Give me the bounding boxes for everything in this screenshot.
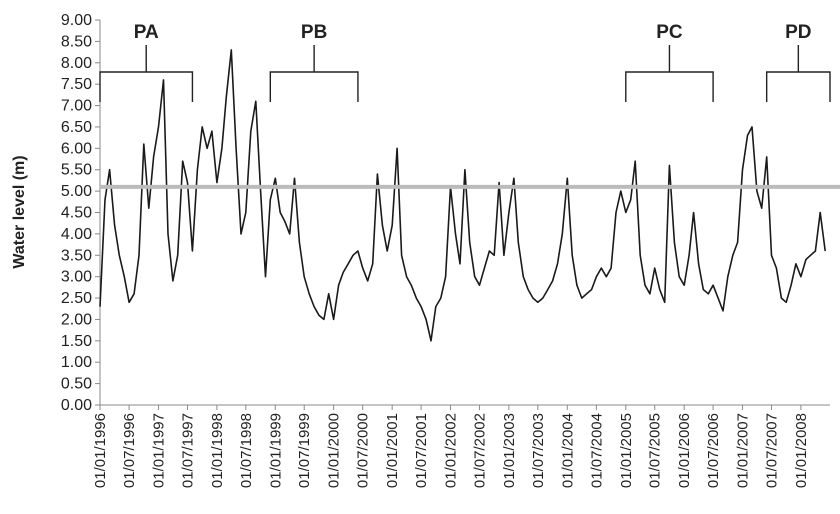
y-tick-label: 7.00: [61, 98, 92, 115]
y-tick-label: 4.50: [61, 205, 92, 222]
y-tick-label: 9.00: [61, 12, 92, 29]
y-tick-label: 4.00: [61, 226, 92, 243]
y-tick-label: 8.50: [61, 33, 92, 50]
x-tick-label: 01/01/2001: [384, 413, 401, 488]
y-tick-label: 1.00: [61, 354, 92, 371]
x-tick-label: 01/01/1998: [209, 413, 226, 488]
x-tick-label: 01/01/2005: [618, 413, 635, 488]
x-tick-label: 01/01/2003: [501, 413, 518, 488]
x-tick-label: 01/07/2000: [355, 413, 372, 488]
x-tick-label: 01/07/2001: [413, 413, 430, 488]
x-tick-label: 01/01/1997: [151, 413, 168, 488]
y-tick-label: 0.50: [61, 376, 92, 393]
period-label: PA: [134, 22, 159, 43]
y-tick-label: 7.50: [61, 76, 92, 93]
x-tick-label: 01/07/2007: [763, 413, 780, 488]
x-tick-label: 01/07/1996: [121, 413, 138, 488]
x-tick-label: 01/01/2000: [326, 413, 343, 488]
x-tick-label: 01/01/2004: [559, 413, 576, 488]
y-tick-label: 5.50: [61, 162, 92, 179]
x-tick-label: 01/07/2004: [588, 413, 605, 488]
y-tick-label: 5.00: [61, 183, 92, 200]
period-bracket: [765, 45, 831, 102]
period-label: PB: [301, 22, 327, 43]
x-tick-label: 01/01/2008: [793, 413, 810, 488]
y-tick-label: 6.00: [61, 140, 92, 157]
period-label: PD: [785, 22, 811, 43]
x-tick-label: 01/01/1996: [92, 413, 109, 488]
series-line: [99, 49, 826, 342]
y-tick-label: 3.00: [61, 269, 92, 286]
y-tick-label: 3.50: [61, 247, 92, 264]
x-tick-label: 01/07/2003: [530, 413, 547, 488]
x-tick-label: 01/07/2005: [647, 413, 664, 488]
x-tick-label: 01/01/2002: [443, 413, 460, 488]
x-tick-label: 01/01/2007: [735, 413, 752, 488]
y-tick-label: 0.00: [61, 397, 92, 414]
period-bracket: [269, 45, 359, 102]
y-tick-label: 8.00: [61, 55, 92, 72]
x-tick-label: 01/01/2006: [676, 413, 693, 488]
period-label: PC: [656, 22, 683, 43]
y-tick-label: 1.50: [61, 333, 92, 350]
y-tick-label: 6.50: [61, 119, 92, 136]
period-bracket: [625, 45, 714, 102]
x-tick-label: 01/07/2006: [705, 413, 722, 488]
y-tick-label: 2.00: [61, 311, 92, 328]
x-tick-label: 01/07/1997: [179, 413, 196, 488]
x-tick-label: 01/07/2002: [471, 413, 488, 488]
x-tick-label: 01/01/1999: [267, 413, 284, 488]
period-bracket: [99, 45, 194, 102]
x-tick-label: 01/07/1998: [238, 413, 255, 488]
x-tick-label: 01/07/1999: [296, 413, 313, 488]
y-tick-label: 2.50: [61, 290, 92, 307]
y-axis-label: Water level (m): [11, 155, 28, 268]
